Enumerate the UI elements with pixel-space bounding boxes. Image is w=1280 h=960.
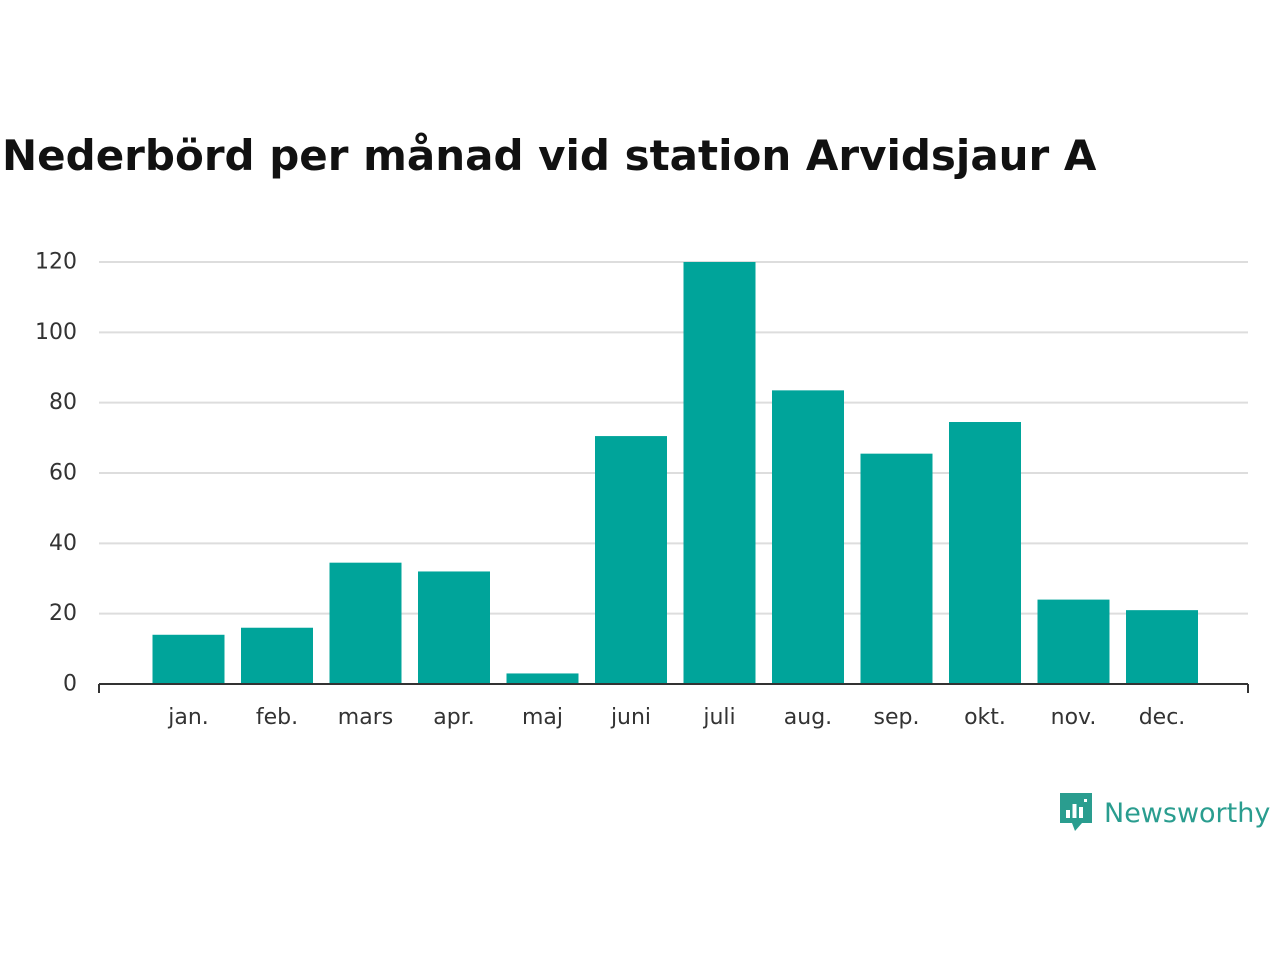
bar bbox=[1037, 599, 1110, 684]
x-tick-label: maj bbox=[522, 705, 563, 730]
x-tick-label: okt. bbox=[964, 705, 1006, 730]
chart-title: Nederbörd per månad vid station Arvidsja… bbox=[2, 131, 1097, 180]
bar bbox=[595, 436, 667, 684]
bar bbox=[418, 571, 490, 684]
bars bbox=[152, 262, 1198, 684]
y-tick-label: 120 bbox=[35, 250, 77, 275]
bar bbox=[329, 562, 402, 684]
gridlines bbox=[99, 261, 1248, 615]
y-tick-label: 60 bbox=[49, 461, 77, 486]
x-axis-tick-labels: jan. feb. mars apr. maj juni juli aug. sep. okt. n… bbox=[167, 705, 1185, 730]
y-tick-label: 100 bbox=[35, 320, 77, 345]
bar bbox=[949, 422, 1021, 684]
bar bbox=[772, 390, 844, 684]
brand: Newsworthy bbox=[1058, 791, 1270, 835]
x-tick-label: nov. bbox=[1051, 705, 1097, 730]
x-tick-label: mars bbox=[338, 705, 393, 730]
bar bbox=[860, 453, 933, 684]
x-tick-label: jan. bbox=[167, 705, 209, 730]
x-tick-label: dec. bbox=[1139, 705, 1186, 730]
bar bbox=[506, 673, 579, 684]
bar bbox=[152, 634, 225, 684]
bar bbox=[241, 627, 313, 684]
x-tick-label: juni bbox=[610, 705, 651, 730]
y-axis-tick-labels: 0 20 40 60 80 100 120 bbox=[35, 250, 77, 697]
x-tick-label: aug. bbox=[784, 705, 832, 730]
x-tick-label: feb. bbox=[256, 705, 298, 730]
x-tick-label: sep. bbox=[874, 705, 920, 730]
brand-name: Newsworthy bbox=[1104, 797, 1271, 829]
newsworthy-logo-icon bbox=[1060, 793, 1092, 831]
y-tick-label: 20 bbox=[49, 601, 77, 626]
x-tick-label: juli bbox=[702, 705, 735, 730]
y-tick-label: 40 bbox=[49, 531, 77, 556]
x-axis bbox=[98, 683, 1249, 693]
y-tick-label: 80 bbox=[49, 390, 77, 415]
y-tick-label: 0 bbox=[63, 672, 77, 697]
x-tick-label: apr. bbox=[433, 705, 474, 730]
bar bbox=[1126, 610, 1198, 684]
bar bbox=[683, 262, 756, 684]
